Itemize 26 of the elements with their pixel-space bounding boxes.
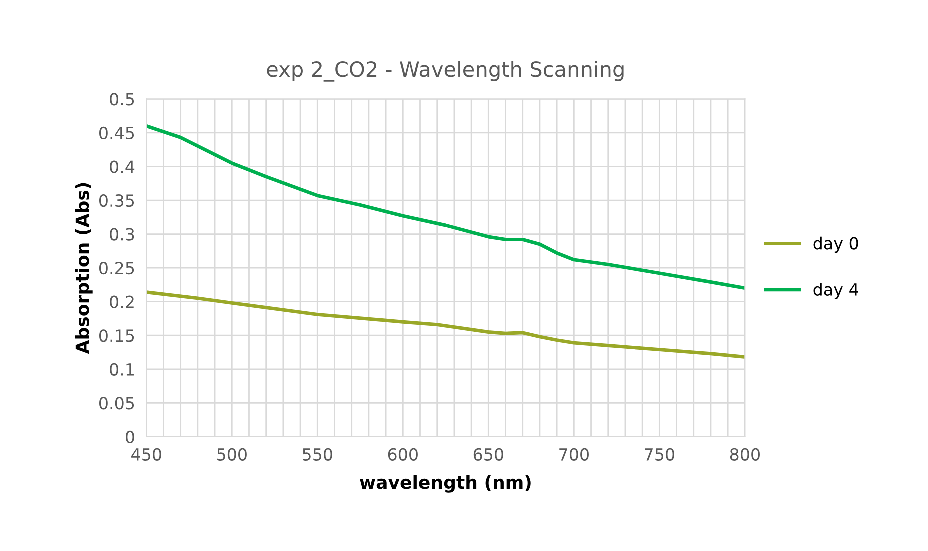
x-tick-label: 600: [388, 448, 418, 461]
y-tick-label: 0.2: [110, 296, 134, 308]
legend-label: day 0: [814, 236, 858, 254]
x-tick-label: 450: [132, 448, 162, 461]
y-tick-label: 0.45: [100, 126, 134, 140]
x-tick-label: 800: [730, 448, 760, 461]
x-tick-label: 500: [218, 448, 247, 461]
x-tick-label: 750: [645, 448, 674, 461]
y-axis-title: Absorption (Abs): [75, 183, 93, 354]
x-tick-label: 550: [303, 448, 332, 461]
y-tick-label: 0.1: [110, 363, 134, 376]
x-tick-label: 650: [474, 448, 504, 461]
line-series: [146, 290, 746, 359]
chart-title: exp 2_CO2 - Wavelength Scanning: [267, 61, 624, 82]
y-tick-label: 0.25: [100, 262, 134, 275]
legend-label: day 4: [814, 283, 858, 300]
x-axis-title: wavelength (nm): [360, 475, 531, 493]
x-tick-label: 700: [560, 448, 589, 461]
line-series: [146, 124, 746, 290]
y-tick-label: 0.5: [110, 93, 134, 106]
y-tick-label: 0.4: [110, 160, 135, 174]
y-tick-label: 0.35: [100, 194, 134, 208]
y-tick-label: 0.05: [100, 397, 134, 410]
y-tick-label: 0: [126, 430, 134, 444]
y-tick-label: 0.3: [110, 228, 134, 241]
y-tick-label: 0.15: [100, 330, 134, 342]
